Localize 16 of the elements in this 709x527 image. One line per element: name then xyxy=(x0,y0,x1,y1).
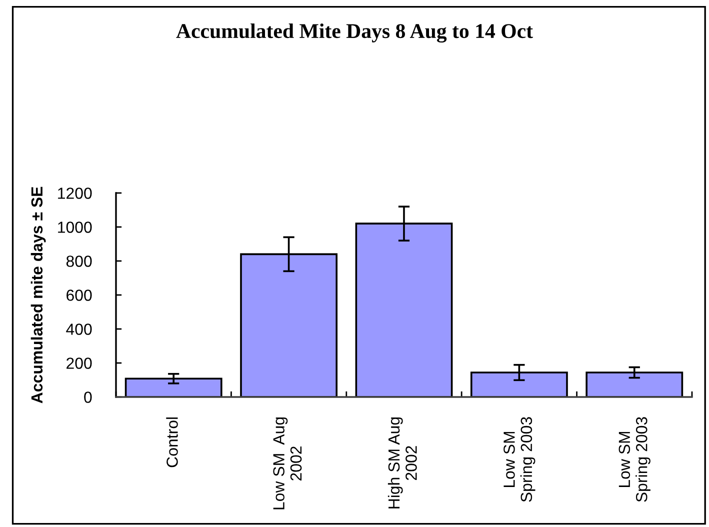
x-tick-label: Low SM Spring 2003 xyxy=(618,417,650,502)
y-axis-title: Accumulated mite days ± SE xyxy=(30,186,46,404)
x-tick-label: Control xyxy=(166,418,178,468)
bar xyxy=(124,378,222,397)
y-tick-label: 400 xyxy=(66,324,92,335)
chart-title: Accumulated Mite Days 8 Aug to 14 Oct xyxy=(176,23,533,43)
x-tick-label: High SM Aug 2002 xyxy=(388,417,417,508)
x-tick-label: Low SM Spring 2003 xyxy=(504,417,536,502)
y-tick-label: 600 xyxy=(66,290,92,301)
y-tick-label: 800 xyxy=(66,256,92,267)
y-tick-label: 1000 xyxy=(58,222,92,233)
y-tick-label: 1200 xyxy=(58,188,92,199)
y-tick-label: 0 xyxy=(84,392,92,403)
x-tick-label: Low SM Aug 2002 xyxy=(273,417,302,510)
y-tick-label: 200 xyxy=(66,358,92,369)
bar xyxy=(586,372,684,397)
